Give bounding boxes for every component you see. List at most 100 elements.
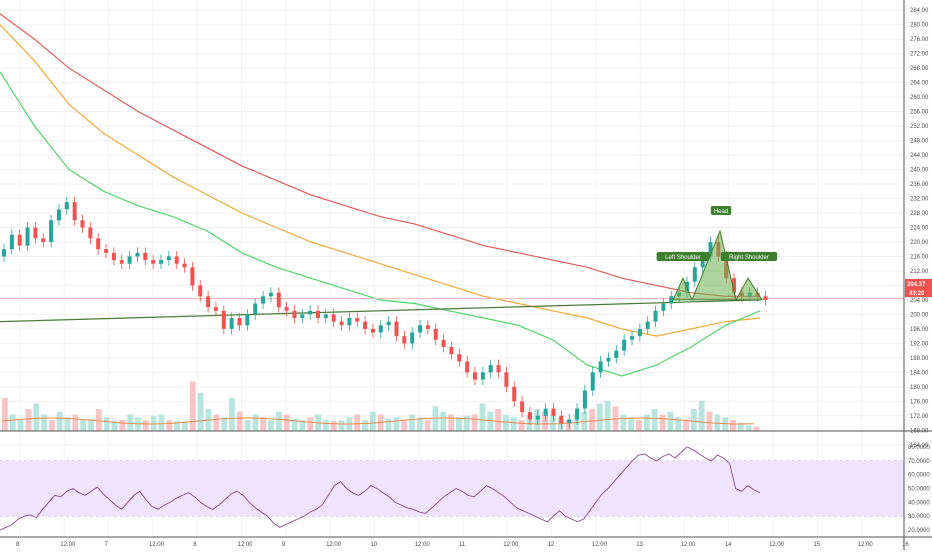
candle-body: [119, 260, 124, 264]
volume-bar: [56, 411, 63, 431]
volume-ma-line: [1, 417, 754, 425]
countdown-label: 43:20: [909, 291, 925, 297]
candle-body: [402, 336, 407, 344]
candle-body: [512, 386, 517, 402]
candle-body: [614, 350, 619, 358]
volume-bar: [557, 417, 564, 431]
volume-bar: [299, 420, 306, 431]
volume-bar: [503, 414, 509, 431]
volume-bar: [487, 411, 494, 431]
rsi-tick-label: 50.0000: [908, 487, 930, 493]
volume-bar: [463, 415, 470, 431]
candle-body: [496, 365, 501, 373]
candle-body: [339, 321, 344, 326]
volume-bar: [393, 417, 400, 431]
rsi-tick-label: 70.0000: [908, 459, 930, 465]
candle-body: [669, 296, 674, 304]
candle-body: [559, 415, 564, 424]
volume-bar: [33, 403, 40, 431]
volume-bar: [401, 420, 408, 431]
volume-bar: [510, 417, 517, 431]
volume-bar: [604, 400, 611, 431]
time-tick-label: 9: [282, 542, 286, 548]
price-tick-label: 260.00: [910, 95, 929, 101]
price-tick-label: 268.00: [910, 66, 929, 72]
price-tick-label: 272.00: [910, 52, 929, 58]
candle-body: [410, 332, 415, 344]
volume-bar: [456, 417, 462, 431]
volume-bar: [495, 409, 502, 431]
candle-body: [49, 220, 54, 242]
volume-bar: [236, 411, 243, 431]
volume-bar: [307, 417, 314, 431]
volume-bar: [41, 414, 47, 431]
time-tick-label: 8: [16, 542, 20, 548]
volume-bar: [197, 392, 204, 431]
pattern-label: Left Shoulder: [665, 255, 701, 261]
volume-bar: [565, 420, 572, 431]
volume-bar: [409, 414, 415, 431]
candle-body: [151, 260, 156, 264]
last-price-label: 204.37: [907, 282, 926, 288]
volume-bar: [542, 411, 548, 431]
candle-body: [425, 325, 430, 329]
candle-body: [316, 310, 320, 319]
candle-body: [237, 318, 242, 326]
volume-bar: [643, 414, 650, 431]
candle-body: [17, 234, 22, 246]
rsi-axis: 80.0000 70.0000 60.0000 50.0000 40.0000 30.00…: [908, 445, 930, 534]
candle-body: [370, 328, 375, 333]
volume-bar: [354, 414, 361, 431]
candle-body: [598, 361, 603, 373]
volume-bar: [448, 414, 455, 431]
volume-bar: [252, 414, 259, 431]
price-tick-label: 216.00: [910, 254, 929, 260]
price-tick-label: 220.00: [910, 240, 929, 246]
candle-body: [56, 209, 61, 221]
pattern-label: Head: [714, 209, 728, 215]
candle-body: [221, 310, 226, 329]
candle-body: [25, 227, 30, 246]
volume-bar: [127, 414, 134, 431]
volume-bar: [416, 417, 423, 431]
candle-body: [653, 310, 658, 322]
volume-bar: [275, 411, 282, 431]
time-tick-label: 12:00: [503, 542, 519, 548]
volume-bar: [659, 414, 666, 431]
candle-body: [96, 238, 101, 250]
candle-body: [763, 296, 768, 300]
pattern-label: Right Shoulder: [729, 255, 769, 261]
candle-body: [268, 292, 273, 297]
candle-body: [143, 252, 148, 261]
candle-body: [582, 390, 587, 409]
candle-body: [567, 419, 572, 424]
volume-bar: [158, 414, 165, 431]
candle-body: [261, 296, 266, 304]
volume-bar: [80, 420, 87, 431]
price-tick-label: 176.00: [910, 399, 929, 405]
price-tick-label: 172.00: [910, 414, 929, 420]
candle-body: [88, 227, 93, 239]
volume-bar: [291, 418, 298, 431]
volume-bar: [48, 420, 55, 431]
volume-bar: [189, 381, 196, 431]
price-axis[interactable]: 284.00 280.00 276.00 272.00 268.00 264.00 260.…: [910, 8, 929, 449]
time-tick-label: 12:00: [592, 542, 608, 548]
volume-bar: [534, 409, 541, 431]
candle-body: [488, 365, 493, 373]
pattern-label-bg: [710, 206, 732, 215]
time-axis[interactable]: 8 12:00 7 12:00 8 12:00 9 12:00 10 12:00 11 12:00 12…: [16, 542, 909, 548]
time-tick-label: 14: [725, 542, 732, 548]
price-tick-label: 204.00: [910, 298, 929, 304]
volume-bar: [651, 409, 658, 431]
volume-bar: [64, 417, 71, 431]
grid: [0, 0, 907, 537]
candle-body: [630, 336, 634, 340]
candle-body: [300, 314, 305, 319]
volume-bar: [142, 420, 149, 431]
candle-body: [708, 241, 713, 257]
candle-body: [355, 318, 360, 322]
time-tick-label: 12:00: [326, 542, 342, 548]
volume-bar: [620, 414, 627, 431]
